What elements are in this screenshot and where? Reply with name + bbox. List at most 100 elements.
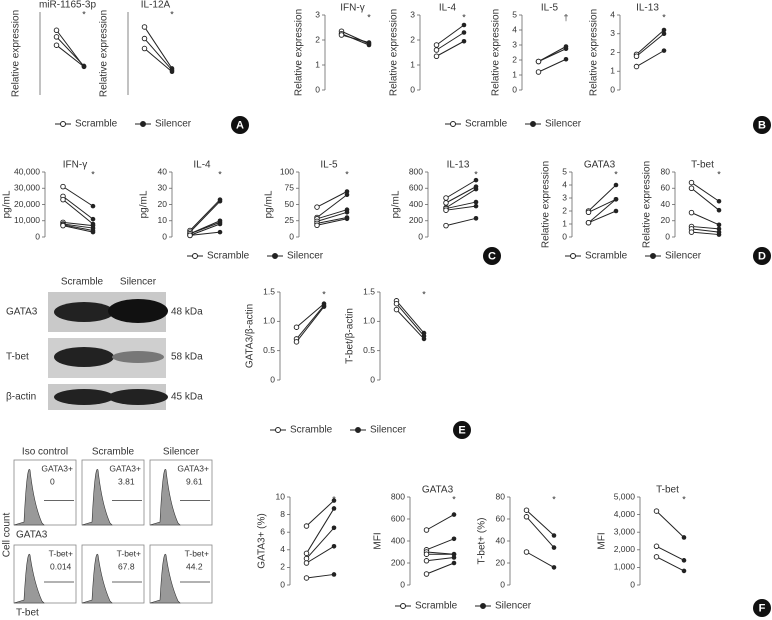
chart: 0 25 50 75 100 IL-5 pg/mL * [264,160,350,241]
silencer-point [681,535,687,540]
pair-line [636,29,665,55]
pair-line [445,188,477,209]
y-tick-label: 60 [496,513,506,523]
significance: * [552,494,556,504]
y-tick-label: 3 [512,39,517,49]
silencer-point [461,30,467,35]
chart-title: T-bet [656,485,679,496]
y-axis-label: MFI [373,532,384,549]
scramble-point [523,507,530,513]
silencer-point [217,229,223,235]
blot-column: Scramble [61,277,104,288]
scramble-point [585,219,592,226]
scramble-point [535,58,542,65]
scramble-point [523,549,530,555]
panel-badge [231,116,249,134]
scramble-point [393,306,400,313]
y-tick-label: 40 [661,199,671,209]
y-tick-label: 0 [500,579,505,589]
pair-line [62,221,94,227]
y-tick-label: 1 [315,59,320,69]
pair-line [56,44,85,68]
chart-title: IL-5 [541,3,559,14]
pair-line [445,201,477,210]
silencer-point [461,22,467,28]
pair-line [189,200,221,233]
significance: * [82,9,86,19]
pair-line [296,306,325,343]
chart: 0 0.5 1.0 1.5 T-bet/β-actin * [345,286,427,384]
flow-y-label: Cell count [2,513,13,558]
chart: miR-1165-3p Relative expression * [11,0,97,97]
scramble-point [688,179,695,186]
scramble-point [423,571,430,577]
legend-label: Silencer [155,119,192,130]
flow-column: Silencer [163,447,200,458]
scramble-point [293,324,300,330]
chart: 0 10,000 20,000 30,000 40,000 IFN-γ pg/mL * [2,160,96,241]
chart: 0 0.5 1.0 1.5 GATA3/β-actin * [245,286,327,384]
panel-letter: D [758,250,766,262]
pair-line [62,195,94,220]
pair-line [316,211,348,222]
y-tick-label: 40 [496,535,506,545]
scramble-point [303,560,310,566]
scramble-point [60,196,66,203]
y-tick-label: 10 [158,215,168,225]
y-tick-label: 100 [280,166,294,176]
scramble-point [633,63,640,70]
pair-line [656,510,685,538]
y-tick-label: 75 [285,183,295,193]
pair-line [144,38,173,71]
gate-value: 9.61 [186,476,203,486]
y-axis-label: pg/mL [139,190,150,218]
silencer-point [451,560,457,566]
pair-line [445,186,477,204]
scramble-point [653,554,660,560]
scramble-point [60,183,66,190]
significance: * [614,169,618,179]
y-tick-label: 0 [665,231,670,241]
silencer-point [344,216,350,222]
pair-line [62,224,94,231]
y-tick-label: 10,000 [14,215,40,225]
scramble-point [314,204,320,210]
y-axis-label: Relative expression [589,9,600,96]
y-tick-label: 8 [280,509,285,519]
silencer-point [716,232,722,237]
silencer-point [451,555,457,560]
pair-line [306,527,335,559]
y-axis-label: pg/mL [264,190,275,218]
histogram [13,468,45,526]
significance: † [563,12,568,22]
pair-line [144,26,173,69]
y-tick-label: 1,000 [614,562,636,572]
y-tick-label: 1 [610,66,615,76]
y-tick-label: 800 [409,166,423,176]
pair-line [588,198,617,213]
y-tick-label: 0 [315,84,320,94]
pair-line [588,184,617,212]
significance: * [422,289,426,299]
pair-line [656,545,685,561]
y-tick-label: 4 [562,179,567,189]
scramble-point [314,222,320,229]
scramble-point [141,45,148,52]
silencer-point [344,192,350,198]
silencer-point [613,197,619,202]
silencer-point [331,525,337,531]
silencer-point [473,216,479,221]
chart-title: GATA3 [584,160,616,171]
gate-label: GATA3+ [41,463,73,473]
chart-title: GATA3 [422,485,454,496]
silencer-point [681,558,687,563]
significance: * [218,169,222,179]
y-axis-label: Relative expression [99,10,110,97]
significance: * [474,169,478,179]
chart: 0 10 20 30 40 IL-4 pg/mL * [139,160,223,241]
scramble-point [393,300,400,307]
western-blot: Scramble Silencer GATA3 T-bet β-actin 48… [6,277,203,410]
flow-column: Iso control [22,447,68,458]
scramble-point [523,514,530,520]
silencer-point [551,533,557,538]
